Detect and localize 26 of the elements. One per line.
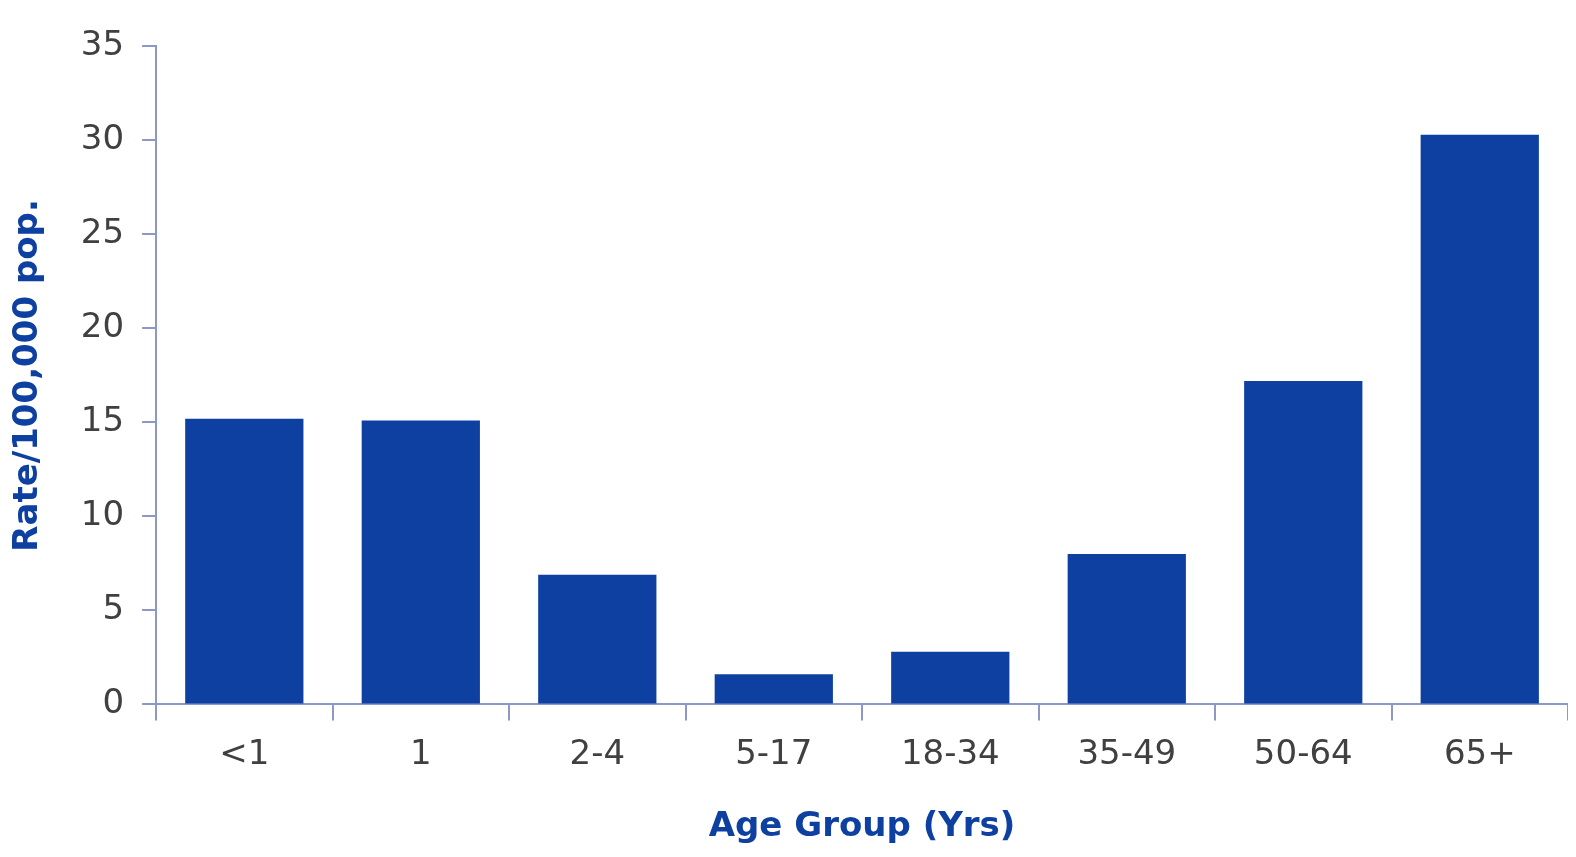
x-tick-label: 65+ xyxy=(1443,731,1516,772)
x-tick-label: 2-4 xyxy=(569,731,626,772)
x-tick-label: 18-34 xyxy=(900,731,1000,772)
bar xyxy=(1067,554,1186,704)
y-axis-title: Rate/100,000 pop. xyxy=(5,199,46,552)
bar xyxy=(185,418,304,704)
x-axis-title: Age Group (Yrs) xyxy=(708,804,1016,845)
y-tick-label: 35 xyxy=(80,23,125,64)
y-tick-label: 20 xyxy=(80,305,125,346)
x-tick-label: <1 xyxy=(219,731,270,772)
y-tick-label: 5 xyxy=(102,587,125,628)
y-tick-label: 25 xyxy=(80,211,125,252)
bar xyxy=(714,674,833,704)
x-tick-label: 5-17 xyxy=(735,731,813,772)
bar xyxy=(1244,381,1363,704)
y-tick-label: 0 xyxy=(102,681,125,722)
bar xyxy=(361,420,480,704)
bar xyxy=(891,651,1010,704)
y-tick-label: 10 xyxy=(80,493,125,534)
x-tick-label: 50-64 xyxy=(1253,731,1353,772)
y-tick-label: 15 xyxy=(80,399,125,440)
x-tick-label: 35-49 xyxy=(1077,731,1177,772)
y-tick-label: 30 xyxy=(80,117,125,158)
bar xyxy=(538,574,657,704)
x-tick-label: 1 xyxy=(409,731,432,772)
bar xyxy=(1420,134,1539,704)
